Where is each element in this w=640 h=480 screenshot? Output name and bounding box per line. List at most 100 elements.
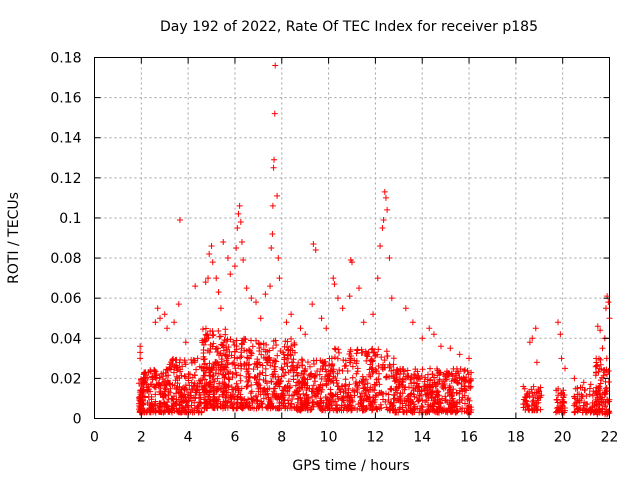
data-point	[358, 403, 365, 410]
data-point	[173, 356, 180, 363]
data-point	[225, 370, 232, 377]
data-point	[422, 409, 429, 416]
data-point	[137, 349, 144, 356]
data-point	[249, 343, 256, 350]
data-point	[224, 359, 231, 366]
data-point	[386, 400, 393, 407]
data-point	[245, 396, 252, 403]
data-point	[244, 354, 251, 361]
data-point	[347, 355, 354, 362]
data-point	[188, 392, 195, 399]
data-point	[349, 405, 356, 412]
data-point	[237, 354, 244, 361]
data-point	[602, 305, 609, 312]
data-point	[580, 379, 587, 386]
data-point	[419, 335, 426, 342]
data-point	[267, 283, 274, 290]
data-point	[434, 388, 441, 395]
data-point	[232, 348, 239, 355]
data-point	[325, 401, 332, 408]
data-point	[294, 396, 301, 403]
data-point	[449, 373, 456, 380]
data-point	[300, 371, 307, 378]
data-point	[558, 390, 565, 397]
y-tick-label: 0.04	[50, 331, 81, 347]
data-point	[253, 397, 260, 404]
data-point	[385, 396, 392, 403]
data-point	[222, 398, 229, 405]
data-point	[430, 331, 437, 338]
data-point	[270, 164, 277, 171]
data-point	[269, 202, 276, 209]
data-point	[599, 394, 606, 401]
data-point	[393, 409, 400, 416]
data-point	[224, 336, 231, 343]
data-point	[193, 366, 200, 373]
data-point	[220, 239, 227, 246]
data-point	[574, 405, 581, 412]
data-point	[190, 383, 197, 390]
data-point	[526, 339, 533, 346]
data-point	[248, 349, 255, 356]
data-point	[197, 380, 204, 387]
data-point	[210, 340, 217, 347]
data-point	[280, 372, 287, 379]
data-point	[263, 391, 270, 398]
data-point	[216, 333, 223, 340]
data-point	[429, 388, 436, 395]
data-point	[433, 365, 440, 372]
data-point	[605, 379, 612, 386]
data-point	[298, 370, 305, 377]
data-point	[304, 376, 311, 383]
data-point	[340, 397, 347, 404]
data-point	[248, 395, 255, 402]
data-point	[605, 299, 612, 306]
data-point	[159, 373, 166, 380]
data-point	[370, 311, 377, 318]
data-point	[411, 393, 418, 400]
data-point	[597, 361, 604, 368]
data-point	[301, 367, 308, 374]
data-point	[602, 390, 609, 397]
data-point	[253, 381, 260, 388]
data-point	[380, 216, 387, 223]
data-point	[371, 381, 378, 388]
data-point	[234, 224, 241, 231]
data-point	[180, 384, 187, 391]
data-point	[372, 366, 379, 373]
data-point	[270, 373, 277, 380]
data-point	[365, 388, 372, 395]
data-point	[318, 397, 325, 404]
data-point	[555, 319, 561, 326]
data-point	[275, 393, 282, 400]
data-point	[359, 373, 366, 380]
data-point	[557, 331, 564, 338]
data-point	[554, 399, 561, 406]
x-tick-label: 22	[601, 430, 619, 446]
data-point	[441, 381, 448, 388]
data-point	[181, 386, 188, 393]
data-point	[379, 390, 386, 397]
x-tick-label: 2	[137, 430, 146, 446]
data-point	[231, 341, 238, 348]
data-point	[223, 364, 230, 371]
data-point	[592, 363, 599, 370]
data-point	[357, 394, 364, 401]
data-point	[201, 355, 208, 362]
x-tick-label: 14	[413, 430, 431, 446]
data-point	[602, 410, 609, 417]
data-point	[253, 405, 260, 412]
data-point	[342, 357, 349, 364]
data-point	[560, 387, 567, 394]
data-point	[531, 389, 538, 396]
data-point	[296, 391, 303, 398]
data-point	[269, 230, 276, 237]
data-point	[411, 403, 418, 410]
data-point	[452, 370, 459, 377]
data-point	[207, 345, 214, 352]
data-point	[388, 399, 395, 406]
data-point	[219, 352, 226, 359]
data-point	[335, 346, 342, 353]
data-point	[461, 408, 468, 415]
data-point	[308, 406, 315, 413]
